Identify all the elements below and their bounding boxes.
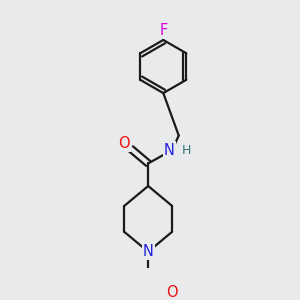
Text: N: N — [143, 244, 154, 259]
Text: F: F — [159, 23, 167, 38]
Text: H: H — [182, 144, 191, 157]
Text: O: O — [166, 285, 178, 300]
Text: O: O — [118, 136, 130, 151]
Text: N: N — [164, 142, 175, 158]
